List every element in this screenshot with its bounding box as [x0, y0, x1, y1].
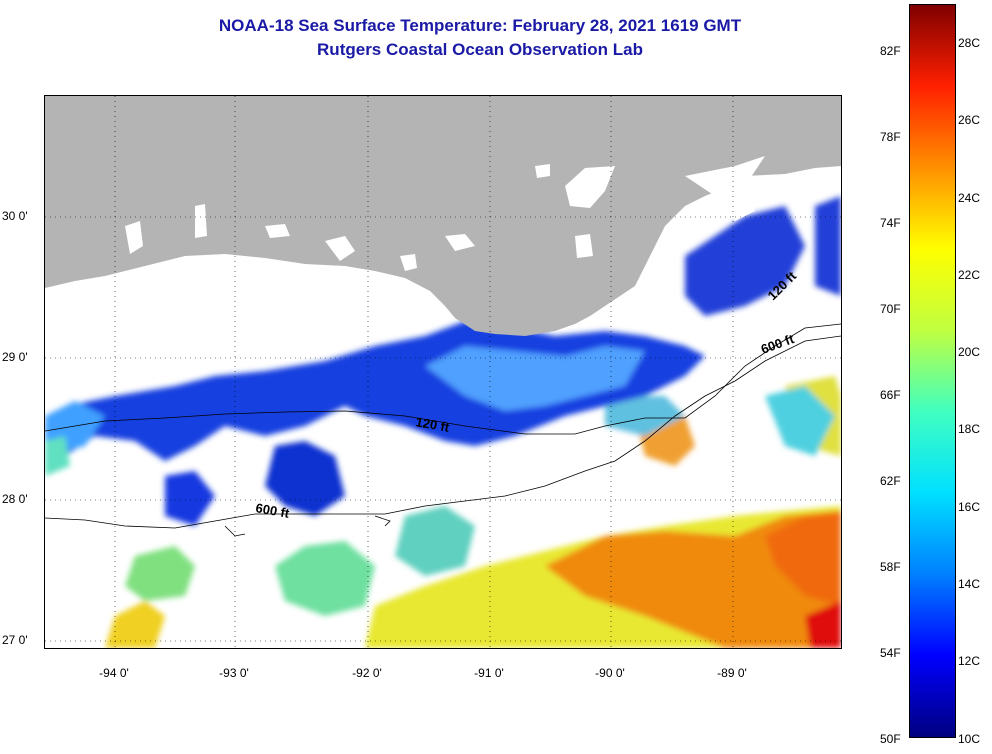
- colorbar-label-78f: 78F: [880, 130, 901, 144]
- contour-label-600ft-east: 600 ft: [759, 331, 797, 357]
- lon-label-90: -90 0': [595, 666, 625, 680]
- mid-water-patch: [605, 396, 685, 436]
- contour-label-600ft-west: 600 ft: [254, 500, 291, 521]
- colorbar-label-12c: 12C: [958, 654, 981, 668]
- lon-label-93: -93 0': [219, 666, 249, 680]
- colorbar-label-20c: 20C: [958, 345, 981, 359]
- mid-water-patch: [395, 506, 475, 576]
- colorbar-label-26c: 26C: [958, 113, 981, 127]
- colorbar-label-14c: 14C: [958, 577, 981, 591]
- cold-water-patch: [815, 196, 841, 296]
- colorbar-label-58f: 58F: [880, 560, 901, 574]
- title-line-1: NOAA-18 Sea Surface Temperature: Februar…: [218, 16, 742, 35]
- cold-water-patch: [265, 441, 345, 516]
- colorbar-label-62f: 62F: [880, 474, 901, 488]
- hot-water-patch: [765, 511, 841, 606]
- colorbar-label-24c: 24C: [958, 191, 981, 205]
- warm-water-patch: [105, 601, 165, 648]
- lon-label-91: -91 0': [474, 666, 504, 680]
- colorbar-label-22c: 22C: [958, 268, 981, 282]
- colorbar-label-18c: 18C: [958, 422, 981, 436]
- contour-line-600ft: [45, 335, 841, 529]
- hottest-water-patch: [805, 601, 841, 648]
- mid-water-patch: [125, 546, 195, 601]
- lat-lon-grid: [45, 96, 841, 648]
- sst-map-canvas: 120 ft 600 ft 120 ft 600 ft: [45, 96, 841, 648]
- mid-water-patch: [45, 436, 70, 476]
- contour-line-120ft: [45, 323, 841, 435]
- cold-water-patch: [165, 471, 215, 526]
- temperature-colorbar: [909, 4, 956, 738]
- lat-label-29: 29 0': [2, 350, 28, 364]
- lon-label-94: -94 0': [99, 666, 129, 680]
- mid-water-patch: [765, 386, 835, 456]
- sst-patches: [45, 196, 841, 648]
- colorbar-label-54f: 54F: [880, 646, 901, 660]
- sst-map: 120 ft 600 ft 120 ft 600 ft: [44, 95, 842, 649]
- contour-label-120ft-central: 120 ft: [414, 414, 451, 435]
- mid-water-patch: [275, 541, 375, 616]
- colorbar-label-66f: 66F: [880, 388, 901, 402]
- title-line-2: Rutgers Coastal Ocean Observation Lab: [317, 40, 643, 59]
- land-mass: [45, 96, 841, 336]
- lat-label-28: 28 0': [2, 492, 28, 506]
- hot-water-patch: [545, 511, 841, 648]
- colorbar-label-28c: 28C: [958, 36, 981, 50]
- cool-water-patch: [425, 346, 645, 411]
- cold-water-patch: [685, 206, 805, 316]
- colorbar-label-10c: 10C: [958, 732, 981, 746]
- inland-water: [125, 156, 765, 271]
- colorbar-label-50f: 50F: [880, 732, 901, 746]
- lon-label-92: -92 0': [352, 666, 382, 680]
- colorbar-label-82f: 82F: [880, 44, 901, 58]
- lon-label-89: -89 0': [717, 666, 747, 680]
- colorbar-label-74f: 74F: [880, 216, 901, 230]
- lat-label-27: 27 0': [2, 633, 28, 647]
- lat-label-30: 30 0': [2, 209, 28, 223]
- colorbar-label-16c: 16C: [958, 500, 981, 514]
- colorbar-label-70f: 70F: [880, 302, 901, 316]
- cold-water-patch: [45, 321, 705, 466]
